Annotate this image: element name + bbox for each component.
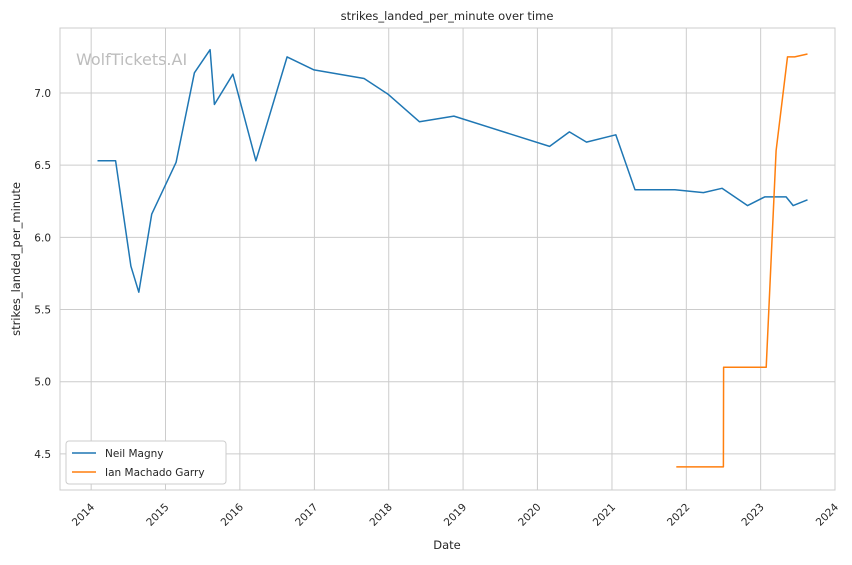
legend: Neil Magny Ian Machado Garry xyxy=(65,440,227,485)
series-line-neil-magny xyxy=(97,48,808,293)
y-tick-label: 4.5 xyxy=(34,449,51,461)
chart-title: strikes_landed_per_minute over time xyxy=(341,9,554,23)
x-axis-label: Date xyxy=(433,538,461,552)
y-axis-label: strikes_landed_per_minute xyxy=(9,182,23,336)
watermark: WolfTickets.AI xyxy=(76,50,187,69)
legend-label-neil-magny: Neil Magny xyxy=(105,448,164,460)
legend-box xyxy=(65,440,227,485)
plot-area xyxy=(59,27,836,491)
series-group xyxy=(97,48,808,468)
y-tick-label: 5.0 xyxy=(34,377,51,389)
series-line-ian-machado-garry xyxy=(676,53,808,468)
grid xyxy=(60,28,836,490)
y-tick-label: 7.0 xyxy=(34,88,51,100)
legend-label-ian-machado-garry: Ian Machado Garry xyxy=(105,467,205,479)
y-tick-label: 6.5 xyxy=(34,160,51,172)
y-tick-label: 6.0 xyxy=(34,232,51,244)
y-tick-label: 5.5 xyxy=(34,305,51,317)
